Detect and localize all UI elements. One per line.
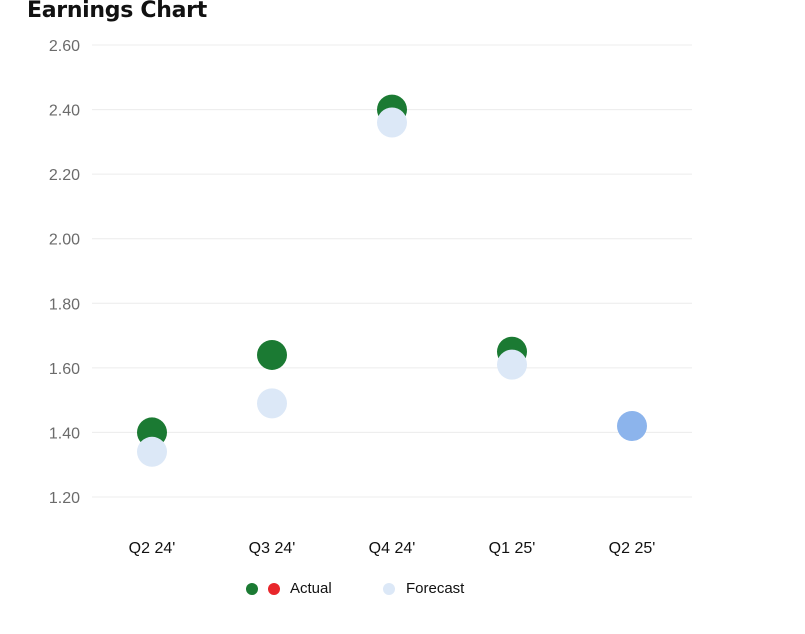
y-tick-label: 1.20 [49,490,80,507]
forecast-point[interactable] [257,388,287,419]
y-tick-label: 1.80 [49,296,80,313]
forecast-point[interactable] [377,107,407,138]
x-tick-label: Q2 25' [609,540,656,557]
legend-forecast-label: Forecast [406,580,465,597]
x-tick-label: Q1 25' [489,540,536,557]
y-tick-label: 2.20 [49,167,80,184]
chart-title: Earnings Chart [27,0,207,23]
y-tick-label: 2.00 [49,232,80,249]
x-tick-label: Q3 24' [249,540,296,557]
forecast-dot [383,582,395,595]
data-points [137,94,647,467]
y-tick-label: 2.40 [49,103,80,120]
grid-lines [92,44,692,498]
x-tick-label: Q2 24' [129,540,176,557]
actual-point[interactable] [257,339,287,370]
upcoming-forecast-point[interactable] [617,410,647,441]
legend-forecast[interactable]: Forecast [383,580,464,597]
forecast-point[interactable] [137,436,167,467]
earnings-scatter-chart: 1.201.401.601.802.002.202.402.60 Q2 24' Q… [49,38,692,557]
forecast-point[interactable] [497,349,527,380]
x-tick-label: Q4 24' [369,540,416,557]
y-tick-label: 1.60 [49,361,80,378]
legend-actual-label: Actual [290,580,332,597]
legend: Actual Forecast [0,580,805,602]
x-axis-ticks: Q2 24' Q3 24' Q4 24' Q1 25' Q2 25' [129,540,656,557]
legend-actual[interactable]: Actual [246,580,332,597]
y-tick-label: 2.60 [49,38,80,55]
y-axis-ticks: 1.20 1.40 1.60 1.80 2.00 2.20 2.40 2.60 [49,38,80,507]
actual-red-dot [268,582,280,595]
y-tick-label: 1.40 [49,425,80,442]
actual-green-dot [246,582,258,595]
